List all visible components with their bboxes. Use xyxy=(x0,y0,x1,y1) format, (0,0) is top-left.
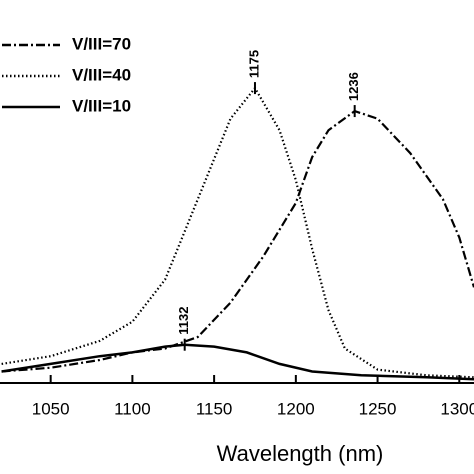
x-axis-label: Wavelength (nm) xyxy=(217,441,384,466)
x-tick-label: 1150 xyxy=(196,399,233,418)
legend-label: V/III=70 xyxy=(72,34,131,53)
legend-label: V/III=40 xyxy=(72,65,131,84)
peak-label: 1236 xyxy=(346,72,361,101)
x-tick-label: 1100 xyxy=(114,399,151,418)
x-tick-label: 1050 xyxy=(32,399,70,418)
x-tick-label: 1200 xyxy=(277,399,315,418)
peak-label: 1132 xyxy=(176,306,191,334)
legend-label: V/III=10 xyxy=(72,96,131,115)
series-line xyxy=(1,109,474,373)
x-tick-label: 1300 xyxy=(440,399,474,418)
x-tick-label: 1250 xyxy=(359,399,397,418)
series-line xyxy=(1,343,474,381)
peak-label: 1175 xyxy=(246,50,261,78)
series-line xyxy=(1,86,474,379)
